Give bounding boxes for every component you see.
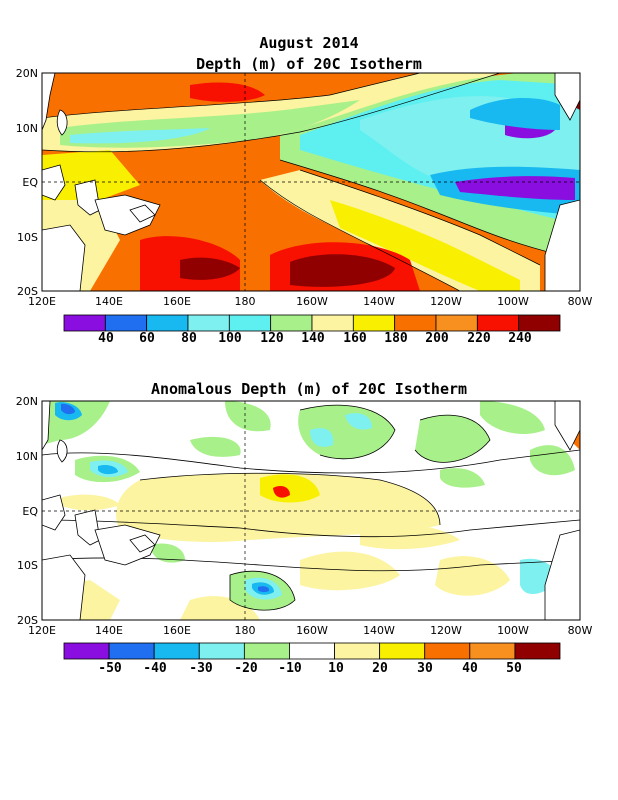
panel1-lat-10s: 10S — [17, 231, 38, 244]
panel2-lon-180: 180 — [235, 624, 256, 637]
panel2-lon-140w: 140W — [363, 624, 395, 637]
panel1-lon-160e: 160E — [163, 295, 191, 308]
panel2-frame — [41, 400, 581, 621]
panel2-colorbar-swatch — [153, 642, 200, 660]
panel2-title: Anomalous Depth (m) of 20C Isotherm — [150, 380, 468, 398]
panel1-cb-label-60: 60 — [139, 331, 155, 346]
panel2-colorbar-swatch — [63, 642, 110, 660]
panel2-colorbar — [63, 642, 561, 660]
panel2-map — [42, 401, 580, 620]
panel1-colorbar-swatch — [311, 314, 354, 332]
panel2-colorbar-swatch — [198, 642, 245, 660]
panel2-colorbar-swatch — [379, 642, 426, 660]
panel1-cb-label-120: 120 — [260, 331, 284, 346]
panel1-title: Depth (m) of 20C Isotherm — [196, 55, 422, 73]
panel2-lat-20n: 20N — [16, 395, 38, 408]
panel1-lon-80w: 80W — [568, 295, 593, 308]
panel2-cb-label-m10: -10 — [278, 661, 302, 676]
panel1-cb-label-180: 180 — [384, 331, 408, 346]
panel1-cb-label-220: 220 — [467, 331, 491, 346]
panel1-lon-140e: 140E — [95, 295, 123, 308]
panel2-lon-100w: 100W — [497, 624, 529, 637]
panel1-colorbar-swatch — [394, 314, 437, 332]
panel1-colorbar-swatch — [228, 314, 272, 332]
panel2-lon-120e: 120E — [28, 624, 56, 637]
panel2-colorbar-swatch — [334, 642, 381, 660]
panel2-lon-160w: 160W — [296, 624, 328, 637]
panel2-lat-20s: 20S — [17, 614, 38, 627]
panel1-lon-100w: 100W — [497, 295, 529, 308]
panel2-colorbar-swatch — [108, 642, 155, 660]
panel2-lon-140e: 140E — [95, 624, 123, 637]
panel1-cb-label-140: 140 — [301, 331, 325, 346]
panel2-lon-80w: 80W — [568, 624, 593, 637]
panel2-cb-label-m40: -40 — [143, 661, 167, 676]
panel1-lat-20s: 20S — [17, 285, 38, 298]
panel1-cb-label-200: 200 — [425, 331, 449, 346]
panel1-colorbar-swatch — [104, 314, 148, 332]
panel2-colorbar-swatch — [243, 642, 290, 660]
panel2-cb-label-30: 30 — [417, 661, 433, 676]
panel1-lat-eq: EQ — [22, 176, 38, 189]
panel1-lon-120w: 120W — [430, 295, 462, 308]
panel1-cb-label-160: 160 — [343, 331, 367, 346]
panel1-cb-label-40: 40 — [98, 331, 114, 346]
panel2-lat-eq: EQ — [22, 505, 38, 518]
panel1-colorbar-swatch — [518, 314, 561, 332]
panel1-cb-label-80: 80 — [181, 331, 197, 346]
panel1-map — [42, 73, 580, 291]
panel2-colorbar-swatch — [424, 642, 471, 660]
panel1-colorbar-swatch — [63, 314, 106, 332]
panel1-colorbar-swatch — [476, 314, 520, 332]
panel2-cb-label-20: 20 — [372, 661, 388, 676]
panel2-cb-label-10: 10 — [328, 661, 344, 676]
panel1-colorbar-swatch — [435, 314, 478, 332]
panel1-colorbar-swatch — [187, 314, 230, 332]
panel2-colorbar-swatch — [514, 642, 561, 660]
panel1-lon-120e: 120E — [28, 295, 56, 308]
panel1-lon-180: 180 — [235, 295, 256, 308]
panel1-lon-160w: 160W — [296, 295, 328, 308]
panel2-colorbar-swatch — [289, 642, 335, 660]
panel2-cb-label-40: 40 — [462, 661, 478, 676]
panel2-colorbar-labels: -50 -40 -30 -20 -10 10 20 30 40 50 — [98, 661, 522, 676]
panel2-lat-10s: 10S — [17, 559, 38, 572]
panel1-colorbar-swatch — [146, 314, 189, 332]
panel2-cb-label-50: 50 — [506, 661, 522, 676]
panel1-colorbar-swatch — [352, 314, 396, 332]
panel2-lon-120w: 120W — [430, 624, 462, 637]
panel2-lat-10n: 10N — [16, 450, 38, 463]
panel1-colorbar-swatch — [270, 314, 313, 332]
panel1-lat-10n: 10N — [16, 122, 38, 135]
panel2-cb-label-m20: -20 — [234, 661, 258, 676]
panel1-lat-20n: 20N — [16, 67, 38, 80]
panel2-cb-label-m50: -50 — [98, 661, 122, 676]
panel1-colorbar-labels: 40 60 80 100 120 140 160 180 200 220 240 — [98, 331, 532, 346]
panel1-colorbar — [63, 314, 561, 332]
panel1-title-month: August 2014 — [259, 34, 359, 52]
panel2-cb-label-m30: -30 — [189, 661, 213, 676]
panel2-colorbar-swatch — [469, 642, 516, 660]
panel1-lon-140w: 140W — [363, 295, 395, 308]
panel2-lon-160e: 160E — [163, 624, 191, 637]
panel1-cb-label-100: 100 — [218, 331, 242, 346]
panel1-cb-label-240: 240 — [508, 331, 532, 346]
